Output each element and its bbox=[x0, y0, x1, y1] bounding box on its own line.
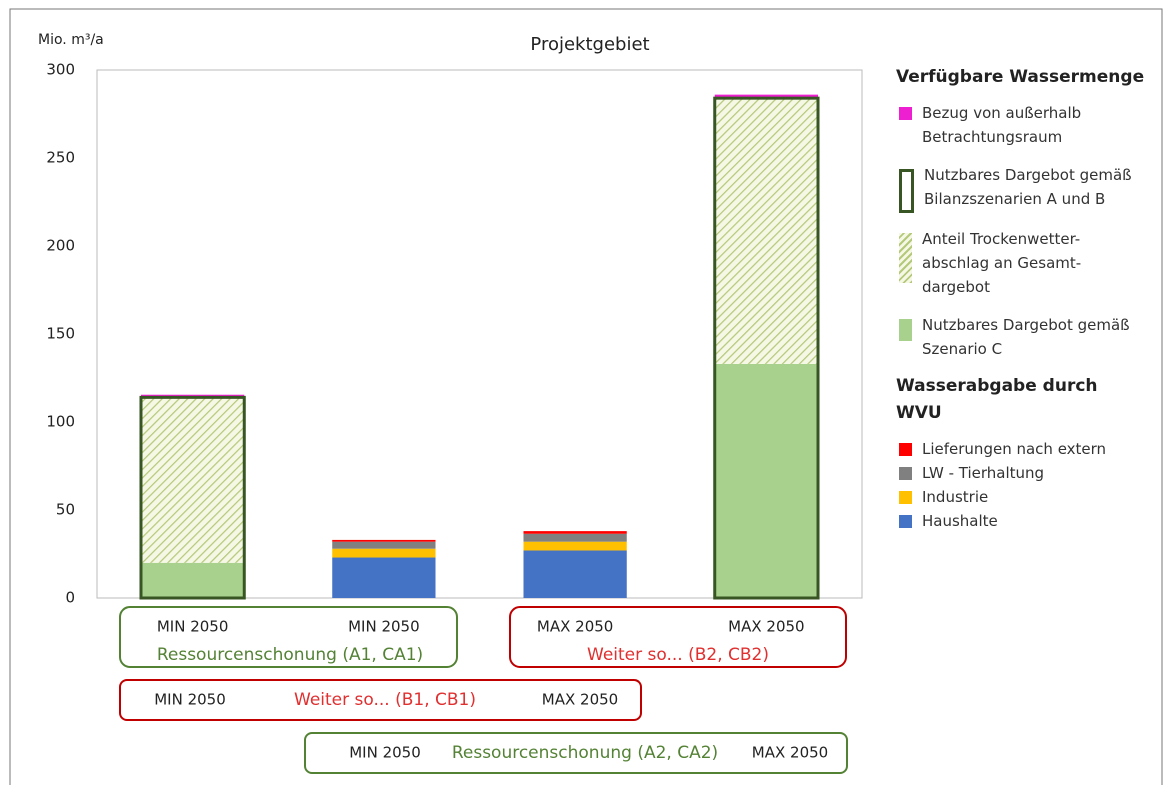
bar-segment bbox=[332, 548, 436, 558]
group-box bbox=[119, 606, 458, 668]
plot-area bbox=[96, 69, 863, 599]
legend-item: Haushalte bbox=[896, 509, 1146, 533]
y-tick-label: 100 bbox=[46, 413, 75, 431]
legend-item: Lieferungen nach extern bbox=[896, 437, 1146, 461]
y-tick-label: 150 bbox=[46, 325, 75, 343]
group-label: Weiter so... (B2, CB2) bbox=[587, 645, 769, 665]
y-tick-label: 50 bbox=[56, 501, 75, 519]
bar-segment bbox=[714, 363, 819, 598]
x-tick-label: MAX 2050 bbox=[728, 618, 804, 636]
scenario-box bbox=[304, 732, 848, 774]
legend-item: Industrie bbox=[896, 485, 1146, 509]
legend-label: LW - Tierhaltung bbox=[922, 464, 1045, 482]
legend-swatch bbox=[899, 491, 912, 504]
legend-item: LW - Tierhaltung bbox=[896, 461, 1146, 485]
legend-swatch bbox=[899, 233, 912, 283]
x-tick-label: MIN 2050 bbox=[348, 618, 420, 636]
bar-segment bbox=[714, 98, 819, 364]
group-box bbox=[509, 606, 847, 668]
legend: Verfügbare Wassermenge Bezug von außerhal… bbox=[896, 64, 1146, 533]
scenario-start: MIN 2050 bbox=[349, 744, 421, 762]
legend-label: Nutzbares Dargebot gemäß Bilanzszenarien… bbox=[924, 166, 1132, 208]
legend-label: Industrie bbox=[922, 488, 989, 506]
y-tick-label: 300 bbox=[46, 61, 75, 79]
legend-swatch bbox=[899, 515, 912, 528]
x-tick-label: MIN 2050 bbox=[157, 618, 229, 636]
legend-swatch bbox=[899, 319, 912, 341]
bar-segment bbox=[140, 562, 245, 598]
legend-label: Nutzbares Dargebot gemäß Szenario C bbox=[922, 316, 1130, 358]
legend-label: Anteil Trockenwetter-abschlag an Gesamt-… bbox=[922, 230, 1082, 296]
legend-swatch bbox=[899, 169, 914, 213]
legend-swatch bbox=[899, 467, 912, 480]
bar-outline bbox=[139, 395, 246, 600]
legend-item: Bezug von außerhalb Betrachtungsraum bbox=[896, 101, 1146, 149]
y-tick-label: 0 bbox=[65, 589, 75, 607]
legend-item: Nutzbares Dargebot gemäß Bilanzszenarien… bbox=[896, 163, 1146, 213]
y-tick-label: 250 bbox=[46, 149, 75, 167]
scenario-box bbox=[119, 679, 642, 721]
legend-label: Bezug von außerhalb Betrachtungsraum bbox=[922, 104, 1082, 146]
scenario-end: MAX 2050 bbox=[542, 691, 618, 709]
bar-segment bbox=[523, 531, 627, 534]
legend-swatch bbox=[899, 107, 912, 120]
bar-segment bbox=[332, 557, 436, 598]
bar-segment bbox=[140, 397, 245, 563]
legend-label: Lieferungen nach extern bbox=[922, 440, 1107, 458]
bar-segment bbox=[523, 541, 627, 551]
scenario-label: Ressourcenschonung (A2, CA2) bbox=[452, 743, 718, 763]
bar-segment bbox=[714, 94, 819, 99]
legend-title: Verfügbare Wassermenge bbox=[896, 67, 1145, 87]
frame bbox=[9, 8, 1163, 785]
legend-label: Haushalte bbox=[922, 512, 998, 530]
bar-outline bbox=[713, 96, 820, 600]
scenario-start: MIN 2050 bbox=[154, 691, 226, 709]
legend-item: Nutzbares Dargebot gemäß Szenario C bbox=[896, 313, 1146, 361]
y-axis-label: Mio. m³/a bbox=[38, 32, 104, 48]
bar-segment bbox=[523, 533, 627, 542]
legend-item: Anteil Trockenwetter-abschlag an Gesamt-… bbox=[896, 227, 1146, 299]
x-tick-label: MAX 2050 bbox=[537, 618, 613, 636]
y-tick-label: 200 bbox=[46, 237, 75, 255]
scenario-end: MAX 2050 bbox=[752, 744, 828, 762]
legend-title: Wasserabgabe durch WVU bbox=[896, 376, 1098, 423]
bar-segment bbox=[523, 550, 627, 598]
bar-segment bbox=[332, 541, 436, 549]
chart-title: Projektgebiet bbox=[530, 34, 649, 55]
group-label: Ressourcenschonung (A1, CA1) bbox=[157, 645, 423, 665]
bar-segment bbox=[332, 539, 436, 542]
scenario-label: Weiter so... (B1, CB1) bbox=[294, 690, 476, 710]
legend-swatch bbox=[899, 443, 912, 456]
